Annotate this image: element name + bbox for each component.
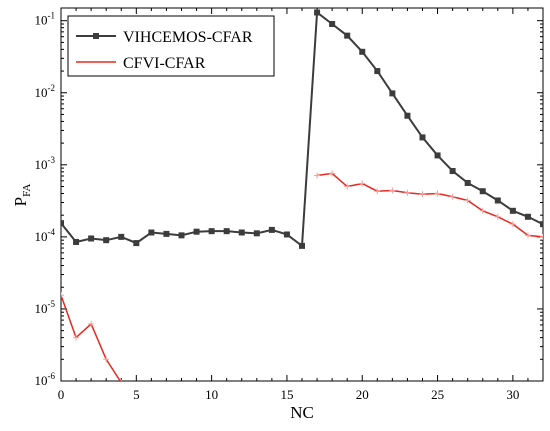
series-vihcemos-point — [268, 226, 275, 233]
x-tick-label: 30 — [506, 387, 519, 402]
series-vihcemos-point — [389, 90, 396, 97]
x-tick-label: 5 — [133, 387, 140, 402]
series-vihcemos-point — [374, 68, 381, 75]
y-tick-label: 10-2 — [35, 83, 56, 100]
y-tick-label-exponent: -6 — [48, 371, 56, 381]
x-tick-label: 10 — [205, 387, 218, 402]
legend-marker-vihcemos — [93, 33, 99, 39]
y-tick-label-base: 10 — [35, 373, 48, 388]
series-vihcemos-point — [208, 228, 215, 235]
legend-label-vihcemos: VIHCEMOS-CFAR — [123, 29, 253, 46]
series-vihcemos-point — [238, 229, 245, 236]
series-cfvi-point — [509, 221, 516, 228]
series-cfvi-point — [73, 334, 80, 341]
series-vihcemos-point — [449, 168, 456, 175]
series-vihcemos-point — [299, 242, 305, 249]
series-vihcemos-point — [494, 197, 501, 204]
y-tick-label: 10-4 — [35, 227, 56, 244]
x-axis-title: NC — [290, 403, 314, 422]
x-tick-label: 15 — [280, 387, 293, 402]
legend: VIHCEMOS-CFAR CFVI-CFAR — [67, 15, 275, 77]
series-cfvi-point — [464, 197, 471, 204]
legend-box — [67, 15, 275, 77]
series-vihcemos-point — [133, 240, 140, 247]
y-tick-label-base: 10 — [35, 13, 48, 28]
y-tick-label-exponent: -1 — [48, 11, 56, 21]
legend-label-cfvi: CFVI-CFAR — [123, 55, 206, 72]
series-vihcemos-point — [540, 221, 543, 228]
series-vihcemos-point — [434, 152, 441, 159]
series-vihcemos-point — [178, 232, 185, 239]
y-tick-label: 10-6 — [35, 371, 56, 388]
y-tick-label: 10-3 — [35, 155, 56, 172]
series-vihcemos-point — [359, 48, 366, 55]
y-tick-label-base: 10 — [35, 157, 48, 172]
series-cfvi-point — [419, 191, 426, 198]
y-tick-label-base: 10 — [35, 229, 48, 244]
series-vihcemos-point — [163, 230, 170, 237]
series-cfvi-point — [103, 356, 110, 363]
series-cfvi-line — [61, 294, 122, 381]
series-cfvi-point — [374, 188, 381, 195]
series-cfvi-line — [316, 172, 543, 238]
series-vihcemos-point — [419, 134, 426, 141]
series-cfvi-point — [359, 180, 366, 187]
svg-text:PFA: PFA — [11, 184, 33, 207]
y-tick-label-base: 10 — [35, 301, 48, 316]
series-vihcemos-point — [524, 213, 531, 220]
series-vihcemos-point — [88, 235, 95, 242]
y-tick-label: 10-5 — [35, 299, 56, 316]
series-vihcemos-point — [253, 230, 260, 237]
series-vihcemos-point — [344, 32, 351, 39]
y-tick-label-exponent: -5 — [48, 299, 56, 309]
y-tick-label-exponent: -3 — [48, 155, 56, 165]
y-axis-title: PFA — [11, 184, 33, 207]
series-cfvi-point — [389, 187, 396, 194]
x-tick-label: 20 — [356, 387, 369, 402]
series-layer — [61, 9, 543, 381]
series-vihcemos-point — [509, 207, 516, 214]
y-axis-title-main: P — [11, 197, 30, 206]
series-cfvi-point — [540, 233, 543, 240]
series-vihcemos-point — [73, 238, 80, 245]
series-vihcemos-point — [118, 233, 125, 240]
series-vihcemos-point — [464, 179, 471, 186]
series-vihcemos-point — [404, 112, 411, 119]
series-vihcemos-point — [103, 237, 110, 244]
series-cfvi-point — [61, 292, 64, 299]
series-vihcemos-point — [479, 188, 486, 195]
x-tick-label: 0 — [58, 387, 65, 402]
y-tick-label: 10-1 — [35, 11, 56, 28]
series-vihcemos-point — [148, 229, 155, 236]
y-tick-label-exponent: -2 — [48, 83, 56, 93]
series-vihcemos-point — [223, 228, 230, 235]
y-tick-label-base: 10 — [35, 85, 48, 100]
series-cfvi-point — [88, 320, 95, 327]
y-axis-title-subscript: FA — [21, 184, 33, 197]
series-vihcemos-point — [283, 231, 290, 238]
series-vihcemos-point — [193, 228, 200, 235]
series-cfvi-point — [329, 170, 336, 177]
series-vihcemos-point — [61, 220, 64, 227]
y-tick-label-exponent: -4 — [48, 227, 56, 237]
series-cfvi-point — [344, 183, 351, 190]
series-cfvi-point — [120, 379, 122, 381]
series-cfvi-point — [314, 172, 321, 179]
series-cfvi-point — [494, 213, 501, 220]
series-cfvi-point — [449, 193, 456, 200]
series-vihcemos-point — [314, 9, 321, 16]
series-cfvi-point — [434, 190, 441, 197]
series-cfvi-point — [404, 189, 411, 196]
series-cfvi-point — [479, 207, 486, 214]
series-vihcemos-point — [329, 20, 336, 27]
series-cfvi-point — [524, 232, 531, 239]
ticks — [60, 8, 544, 382]
x-tick-label: 25 — [431, 387, 444, 402]
